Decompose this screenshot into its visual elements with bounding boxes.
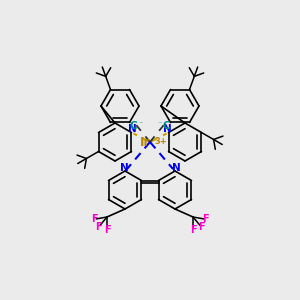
Text: Ir: Ir: [140, 136, 150, 148]
Text: N: N: [163, 124, 172, 134]
Text: C: C: [130, 122, 137, 131]
Text: N: N: [128, 124, 137, 134]
Text: F: F: [198, 222, 205, 232]
Text: 3+: 3+: [154, 136, 167, 146]
Text: F: F: [91, 214, 98, 224]
Text: F: F: [190, 225, 196, 235]
Text: ⁻: ⁻: [138, 119, 143, 128]
Text: ⁻: ⁻: [157, 119, 162, 128]
Text: F: F: [95, 222, 102, 232]
Text: F: F: [202, 214, 209, 224]
Text: N: N: [120, 163, 128, 173]
Text: C: C: [163, 122, 170, 131]
Text: N: N: [172, 163, 180, 173]
Text: F: F: [104, 225, 110, 235]
